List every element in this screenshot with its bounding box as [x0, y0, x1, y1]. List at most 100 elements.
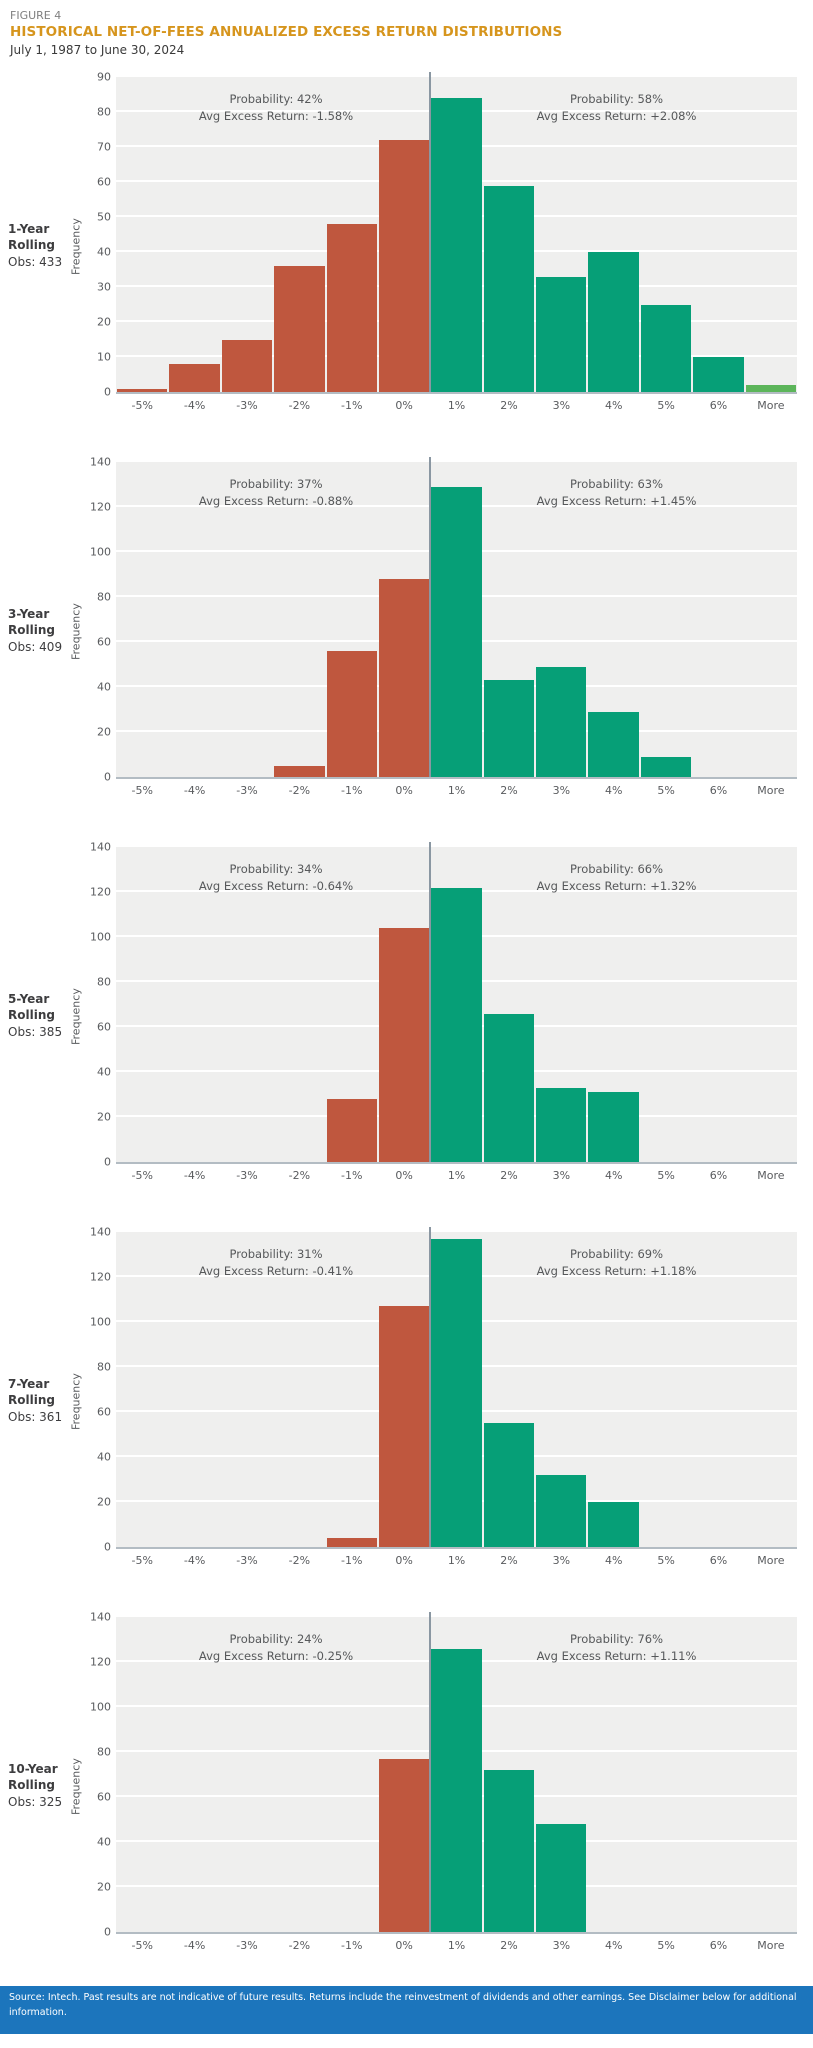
avg-excess-return-text: Avg Excess Return: +1.18%	[536, 1264, 697, 1279]
chart-plot: Probability: 24% Avg Excess Return: -0.25…	[116, 1612, 797, 1934]
histogram-bar	[274, 266, 325, 392]
x-tick-label: 1%	[447, 784, 466, 797]
y-tick-label: 100	[90, 930, 111, 944]
histogram-bar	[117, 388, 168, 392]
x-axis-ticks: -5% -4% -3% -2% -1% 0% 1% 2% 3% 4% 5% 6% More	[116, 1549, 797, 1571]
probability-text: Probability: 31%	[229, 1247, 323, 1261]
y-tick-label: 80	[97, 1360, 111, 1374]
y-tick-label: 30	[97, 280, 111, 294]
observations-label: Obs: 361	[8, 1410, 63, 1425]
x-tick-label: 5%	[657, 1554, 675, 1567]
y-tick-label: 70	[97, 140, 111, 154]
y-tick-label: 0	[104, 770, 111, 784]
x-tick-label: -5%	[131, 784, 153, 797]
x-tick-label: 2%	[500, 784, 518, 797]
histogram-bar	[378, 1306, 430, 1547]
x-tick-label: 3%	[552, 1939, 571, 1952]
histogram-bar	[588, 1092, 639, 1162]
y-tick-label: 60	[97, 1405, 111, 1419]
y-tick-label: 80	[97, 590, 111, 604]
x-tick-label: -1%	[341, 1554, 363, 1567]
y-tick-label: 10	[97, 350, 111, 364]
x-tick-label: 0%	[395, 1939, 413, 1952]
y-tick-label: 80	[97, 1745, 111, 1759]
x-tick-label: More	[757, 1939, 785, 1952]
y-tick-label: 120	[90, 885, 111, 899]
zero-divider-line	[429, 1612, 432, 1932]
histogram-bar	[274, 765, 325, 777]
y-axis-label: Frequency	[69, 1373, 83, 1430]
x-tick-label: 4%	[604, 784, 623, 797]
plot-wrap: Probability: 37% Avg Excess Return: -0.88…	[116, 457, 797, 801]
x-tick-label: -5%	[131, 1554, 153, 1567]
histogram-bar	[326, 651, 377, 777]
histogram-bar	[221, 339, 273, 392]
histogram-bar	[536, 1087, 587, 1162]
x-tick-label: 2%	[500, 1169, 518, 1182]
y-tick-label: 80	[97, 105, 111, 119]
probability-text: Probability: 66%	[570, 862, 664, 876]
rolling-period-label: 7-Year Rolling	[8, 1377, 55, 1407]
x-tick-label: -1%	[341, 399, 363, 412]
y-tick-label: 140	[90, 840, 111, 854]
y-axis-ticks: 0 20 40 60 80 100 120 140	[84, 841, 116, 1169]
y-tick-label: 100	[90, 1700, 111, 1714]
histogram-bar	[693, 357, 744, 392]
x-tick-label: 0%	[395, 784, 413, 797]
y-tick-label: 0	[104, 385, 111, 399]
x-tick-label: -2%	[288, 1169, 311, 1182]
y-tick-label: 0	[104, 1540, 111, 1554]
x-tick-label: 1%	[447, 1939, 466, 1952]
probability-text: Probability: 76%	[570, 1632, 664, 1646]
x-tick-label: 5%	[657, 1169, 675, 1182]
zero-divider-line	[429, 72, 432, 392]
zero-divider-line	[429, 457, 432, 777]
zero-divider-line	[429, 1227, 432, 1547]
plot-wrap: Probability: 34% Avg Excess Return: -0.64…	[116, 842, 797, 1186]
y-tick-label: 40	[97, 1065, 111, 1079]
histogram-bar	[431, 1648, 482, 1932]
chart-plot: Probability: 37% Avg Excess Return: -0.88…	[116, 457, 797, 779]
y-tick-label: 40	[97, 1835, 111, 1849]
row-label: 10-Year Rolling Obs: 325	[0, 1762, 68, 1811]
avg-excess-return-text: Avg Excess Return: -0.64%	[198, 879, 354, 894]
x-tick-label: 0%	[395, 399, 413, 412]
y-tick-label: 120	[90, 1270, 111, 1284]
y-tick-label: 40	[97, 1450, 111, 1464]
probability-text: Probability: 24%	[229, 1632, 323, 1646]
histogram-bar	[326, 1538, 377, 1547]
observations-label: Obs: 325	[8, 1795, 63, 1810]
y-tick-label: 60	[97, 635, 111, 649]
zero-divider-line	[429, 842, 432, 1162]
x-tick-label: 3%	[552, 1169, 571, 1182]
histogram-bar	[431, 1238, 482, 1547]
x-tick-label: 0%	[395, 1554, 413, 1567]
gridline	[116, 1230, 797, 1232]
x-axis-ticks: -5% -4% -3% -2% -1% 0% 1% 2% 3% 4% 5% 6% More	[116, 1164, 797, 1186]
histogram-bar	[536, 276, 587, 392]
rolling-period-label: 1-Year Rolling	[8, 222, 55, 252]
y-tick-label: 90	[97, 70, 111, 84]
x-tick-label: -3%	[236, 1554, 258, 1567]
y-tick-label: 0	[104, 1925, 111, 1939]
x-tick-label: -2%	[288, 784, 311, 797]
gridline	[116, 845, 797, 847]
row-label: 1-Year Rolling Obs: 433	[0, 222, 68, 271]
probability-text: Probability: 34%	[229, 862, 323, 876]
right-annotation: Probability: 58% Avg Excess Return: +2.08…	[537, 91, 697, 126]
y-axis-ticks: 0 20 40 60 80 100 120 140	[84, 1611, 116, 1939]
x-tick-label: More	[757, 1554, 785, 1567]
x-tick-label: 4%	[604, 1939, 623, 1952]
histogram-bar	[326, 1099, 377, 1162]
observations-label: Obs: 433	[8, 255, 63, 270]
histogram-bar	[378, 579, 430, 777]
histogram-bar	[378, 1758, 430, 1932]
x-tick-label: -3%	[236, 784, 258, 797]
x-tick-label: -4%	[183, 1939, 206, 1952]
x-tick-label: 6%	[709, 784, 728, 797]
row-label: 3-Year Rolling Obs: 409	[0, 607, 68, 656]
y-axis-ticks: 0 10 20 30 40 50 60 70 80 90	[84, 71, 116, 399]
x-tick-label: -5%	[131, 1169, 153, 1182]
plot-wrap: Probability: 42% Avg Excess Return: -1.58…	[116, 72, 797, 416]
